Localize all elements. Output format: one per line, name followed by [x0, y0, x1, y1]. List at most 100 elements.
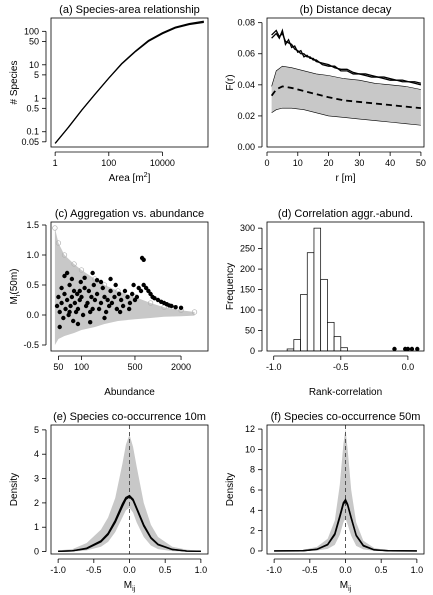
histogram-bar-d [333, 336, 342, 351]
data-point-c [54, 303, 60, 309]
data-point-c [94, 278, 100, 283]
x-tick-label-b: 10 [293, 158, 303, 168]
x-tick-label-a: 10000 [150, 158, 175, 168]
gray-point-c [55, 240, 62, 246]
data-point-c [63, 306, 68, 312]
data-point-c [59, 300, 64, 306]
x-axis-label-c: Abundance [104, 387, 155, 398]
data-point-d [415, 346, 420, 351]
y-tick-label-b: 0.04 [237, 80, 255, 90]
data-point-d [405, 346, 411, 351]
data-point-c [57, 309, 62, 315]
y-tick-label-d: 0 [250, 346, 255, 356]
x-tick-label-e: -1.0 [50, 565, 66, 575]
data-point-c [103, 309, 109, 315]
plot-frame-c [50, 221, 209, 352]
data-point-c [85, 300, 90, 306]
data-point-c [141, 257, 146, 262]
histogram-bar-d [313, 227, 322, 351]
y-tick-label-b: 0.06 [237, 49, 255, 59]
x-tick-label-c: 100 [74, 362, 89, 372]
x-axis-label-d: Rank-correlation [309, 387, 382, 398]
series-line-b-1 [271, 29, 422, 86]
y-axis-label-e: Density [9, 473, 20, 506]
data-point-c [134, 294, 140, 300]
data-point-c [91, 282, 97, 288]
data-point-c [100, 285, 105, 291]
series-line-f-1 [274, 498, 417, 552]
series-line-b-2 [270, 85, 422, 110]
x-axis-label-a-sup: 2 [144, 172, 148, 179]
data-point-d [409, 346, 415, 351]
y-tick-label-f: 12 [245, 424, 255, 434]
data-point-c [77, 288, 82, 294]
y-tick-label-e: 2 [34, 498, 39, 508]
gray-band-e [58, 434, 201, 552]
y-tick-label-f: 4 [250, 505, 255, 515]
data-point-c [69, 294, 75, 300]
data-point-c [122, 288, 128, 294]
data-point-c [96, 306, 102, 312]
data-point-c [108, 288, 113, 294]
data-point-c [129, 291, 135, 297]
data-point-c [61, 315, 66, 321]
x-axis-label-f-main: M [340, 580, 348, 591]
x-axis-label-e: Mij [124, 580, 136, 593]
y-tick-label-c: 0.5 [26, 280, 39, 290]
data-point-c [64, 297, 70, 303]
plot-area-d [286, 227, 420, 351]
data-point-c [70, 318, 76, 324]
x-axis-label-e-main: M [124, 580, 132, 591]
x-tick-label-c: 50 [53, 362, 63, 372]
histogram-bar-d [320, 278, 328, 351]
data-point-c [94, 291, 100, 297]
gray-point-c [191, 309, 198, 315]
data-point-c [141, 282, 146, 288]
data-point-c [109, 300, 115, 306]
data-point-c [80, 312, 86, 318]
y-tick-label-e: 4 [34, 449, 39, 459]
data-point-c [75, 306, 81, 312]
histogram-bar-d [340, 347, 348, 351]
data-point-c [117, 309, 123, 315]
data-point-c [114, 306, 120, 312]
data-point-c [138, 288, 144, 294]
x-tick-label-d: -1.0 [266, 362, 282, 372]
envelope-lower-b [271, 107, 421, 126]
y-tick-label-f: 2 [250, 526, 255, 536]
gray-point-c [52, 225, 58, 231]
y-tick-label-e: 0 [34, 547, 39, 557]
data-point-c [57, 324, 62, 330]
series-line-b-0 [271, 28, 422, 84]
chart-title-c: (c) Aggregation vs. abundance [55, 208, 204, 220]
y-axis-label-c-main: M [9, 296, 20, 304]
histogram-bar-d [300, 294, 308, 351]
data-point-c [126, 306, 132, 312]
y-tick-label-a: 0.5 [26, 103, 39, 113]
y-tick-label-e: 1 [34, 522, 39, 532]
histogram-bar-d [293, 339, 301, 351]
data-point-c [120, 303, 126, 309]
x-tick-label-f: 0.5 [375, 565, 388, 575]
x-tick-label-e: 0.0 [123, 565, 136, 575]
data-point-c [62, 273, 67, 279]
data-point-c [105, 297, 110, 303]
chart-title-d: (d) Correlation aggr.-abund. [278, 208, 413, 220]
x-axis-label-b: r [m] [336, 173, 356, 184]
y-tick-label-c: 1.0 [26, 250, 39, 260]
y-tick-label-d: 300 [240, 223, 255, 233]
histogram-bar-d [306, 252, 315, 351]
x-tick-label-f: -0.5 [302, 565, 318, 575]
x-axis-label-a-close: ] [148, 173, 151, 184]
data-point-c [113, 282, 118, 288]
data-point-c [112, 294, 117, 300]
chart-title-f: (f) Species co-occurrence 50m [271, 411, 421, 423]
gray-point-c [61, 252, 68, 258]
data-point-c [106, 303, 112, 309]
x-tick-label-a: 100 [101, 158, 116, 168]
y-tick-label-c: -0.5 [23, 340, 39, 350]
data-point-c [102, 294, 107, 300]
gray-point-c [147, 300, 154, 306]
y-tick-label-f: 8 [250, 465, 255, 475]
x-tick-label-f: -1.0 [266, 565, 282, 575]
